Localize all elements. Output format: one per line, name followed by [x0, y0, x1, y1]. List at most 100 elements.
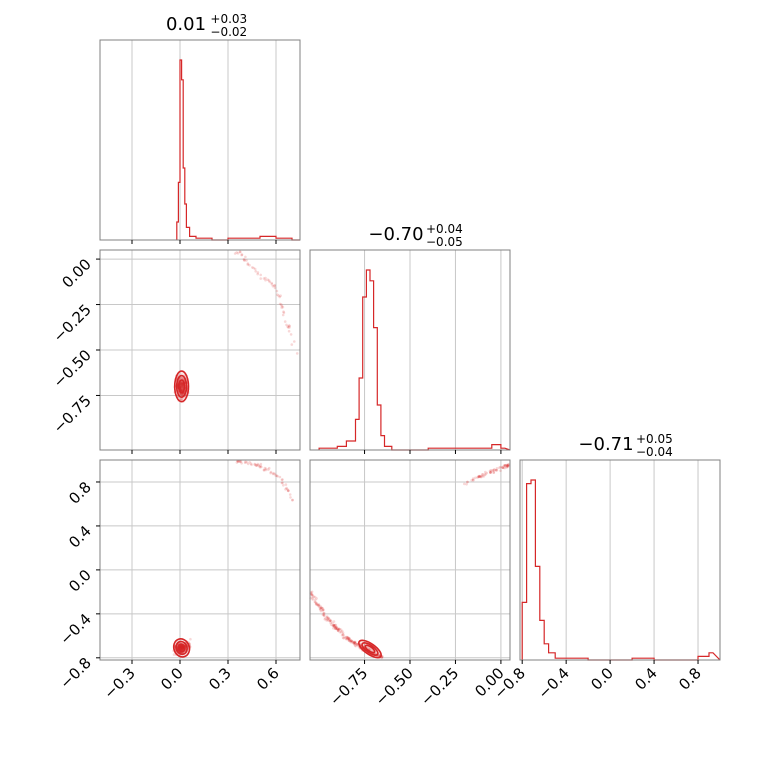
sample-point [180, 648, 183, 651]
x-tick-label: 0.4 [631, 664, 661, 694]
sample-point [350, 639, 353, 642]
sample-point [350, 639, 353, 643]
sample-point [329, 623, 333, 626]
sample-point [494, 468, 498, 472]
sample-point [286, 326, 290, 329]
sample-point [354, 642, 357, 645]
sample-point [180, 647, 184, 651]
sample-point [288, 326, 291, 329]
sample-point [269, 471, 273, 475]
sample-point [238, 459, 242, 463]
sample-point [271, 284, 275, 288]
sample-point [264, 276, 267, 280]
sample-point [498, 466, 501, 470]
sample-point [180, 646, 184, 650]
y-tick-label: 0.0 [65, 566, 95, 596]
sample-point [282, 484, 285, 487]
sample-point [180, 648, 184, 651]
sample-point [501, 466, 505, 469]
sample-point [479, 475, 483, 479]
sample-point [342, 633, 345, 637]
sample-point [282, 310, 285, 314]
sample-point [180, 381, 183, 384]
sample-point [316, 603, 320, 607]
sample-point [278, 302, 282, 306]
sample-point [283, 320, 287, 323]
y-tick-label: 0.00 [58, 255, 94, 291]
sample-point [465, 483, 468, 486]
sample-point [280, 478, 284, 482]
histogram-p2 [318, 269, 511, 451]
sample-point [179, 645, 183, 649]
sample-point [245, 259, 248, 262]
sample-point [331, 624, 335, 627]
sample-point [354, 640, 357, 644]
sample-point [322, 614, 326, 618]
sample-point [238, 460, 242, 463]
sample-point [179, 384, 183, 388]
sample-point [180, 397, 183, 401]
sample-point [339, 628, 343, 631]
panel-title-lower-p3: −0.04 [636, 445, 673, 459]
sample-point [272, 471, 275, 475]
sample-point [318, 608, 322, 611]
sample-point [181, 383, 184, 386]
sample-point [336, 627, 339, 630]
sample-point [347, 639, 351, 642]
sample-point [180, 645, 183, 649]
sample-point [355, 643, 359, 646]
sample-point [348, 637, 351, 640]
sample-point [256, 271, 260, 274]
x-tick-label: 0.8 [675, 664, 705, 694]
sample-point [268, 280, 272, 284]
x-tick-label: −0.4 [534, 664, 572, 702]
sample-point [312, 595, 316, 598]
sample-point [339, 630, 343, 634]
sample-point [341, 636, 345, 639]
sample-point [233, 252, 237, 255]
sample-point [289, 496, 292, 499]
sample-point [236, 460, 240, 464]
sample-point [246, 262, 250, 265]
sample-point [179, 393, 183, 397]
sample-point [271, 472, 275, 476]
scatter-tail-p2-p3 [463, 463, 510, 486]
sample-point [284, 483, 288, 486]
sample-point [180, 388, 183, 392]
sample-point [504, 464, 507, 467]
sample-point [180, 648, 184, 651]
sample-point [333, 625, 337, 629]
sample-point [179, 647, 182, 650]
x-tick-label: 0.0 [587, 664, 617, 694]
sample-point [321, 613, 325, 617]
sample-point [495, 469, 499, 472]
sample-point [259, 277, 263, 280]
sample-point [495, 467, 499, 470]
sample-point [179, 384, 182, 387]
sample-point [505, 466, 509, 469]
sample-point [322, 611, 325, 615]
sample-point [317, 604, 321, 607]
sample-point [329, 619, 333, 623]
sample-point [245, 461, 249, 464]
frames-layer [96, 39, 721, 664]
sample-point [327, 619, 330, 622]
sample-point [258, 465, 261, 468]
sample-point [181, 393, 184, 397]
scatter-tail-p1-p2 [233, 250, 299, 355]
sample-point [319, 607, 323, 610]
sample-point [264, 468, 268, 472]
sample-point [477, 475, 481, 479]
sample-point [179, 646, 182, 649]
sample-point [313, 595, 317, 599]
sample-point [351, 640, 354, 644]
sample-point [336, 629, 340, 632]
sample-point [180, 381, 183, 385]
sample-point [476, 475, 480, 479]
sample-point [315, 601, 318, 605]
sample-point [250, 463, 253, 467]
sample-point [180, 648, 183, 651]
sample-point [492, 470, 496, 474]
x-tick-label: 0.6 [253, 664, 283, 694]
